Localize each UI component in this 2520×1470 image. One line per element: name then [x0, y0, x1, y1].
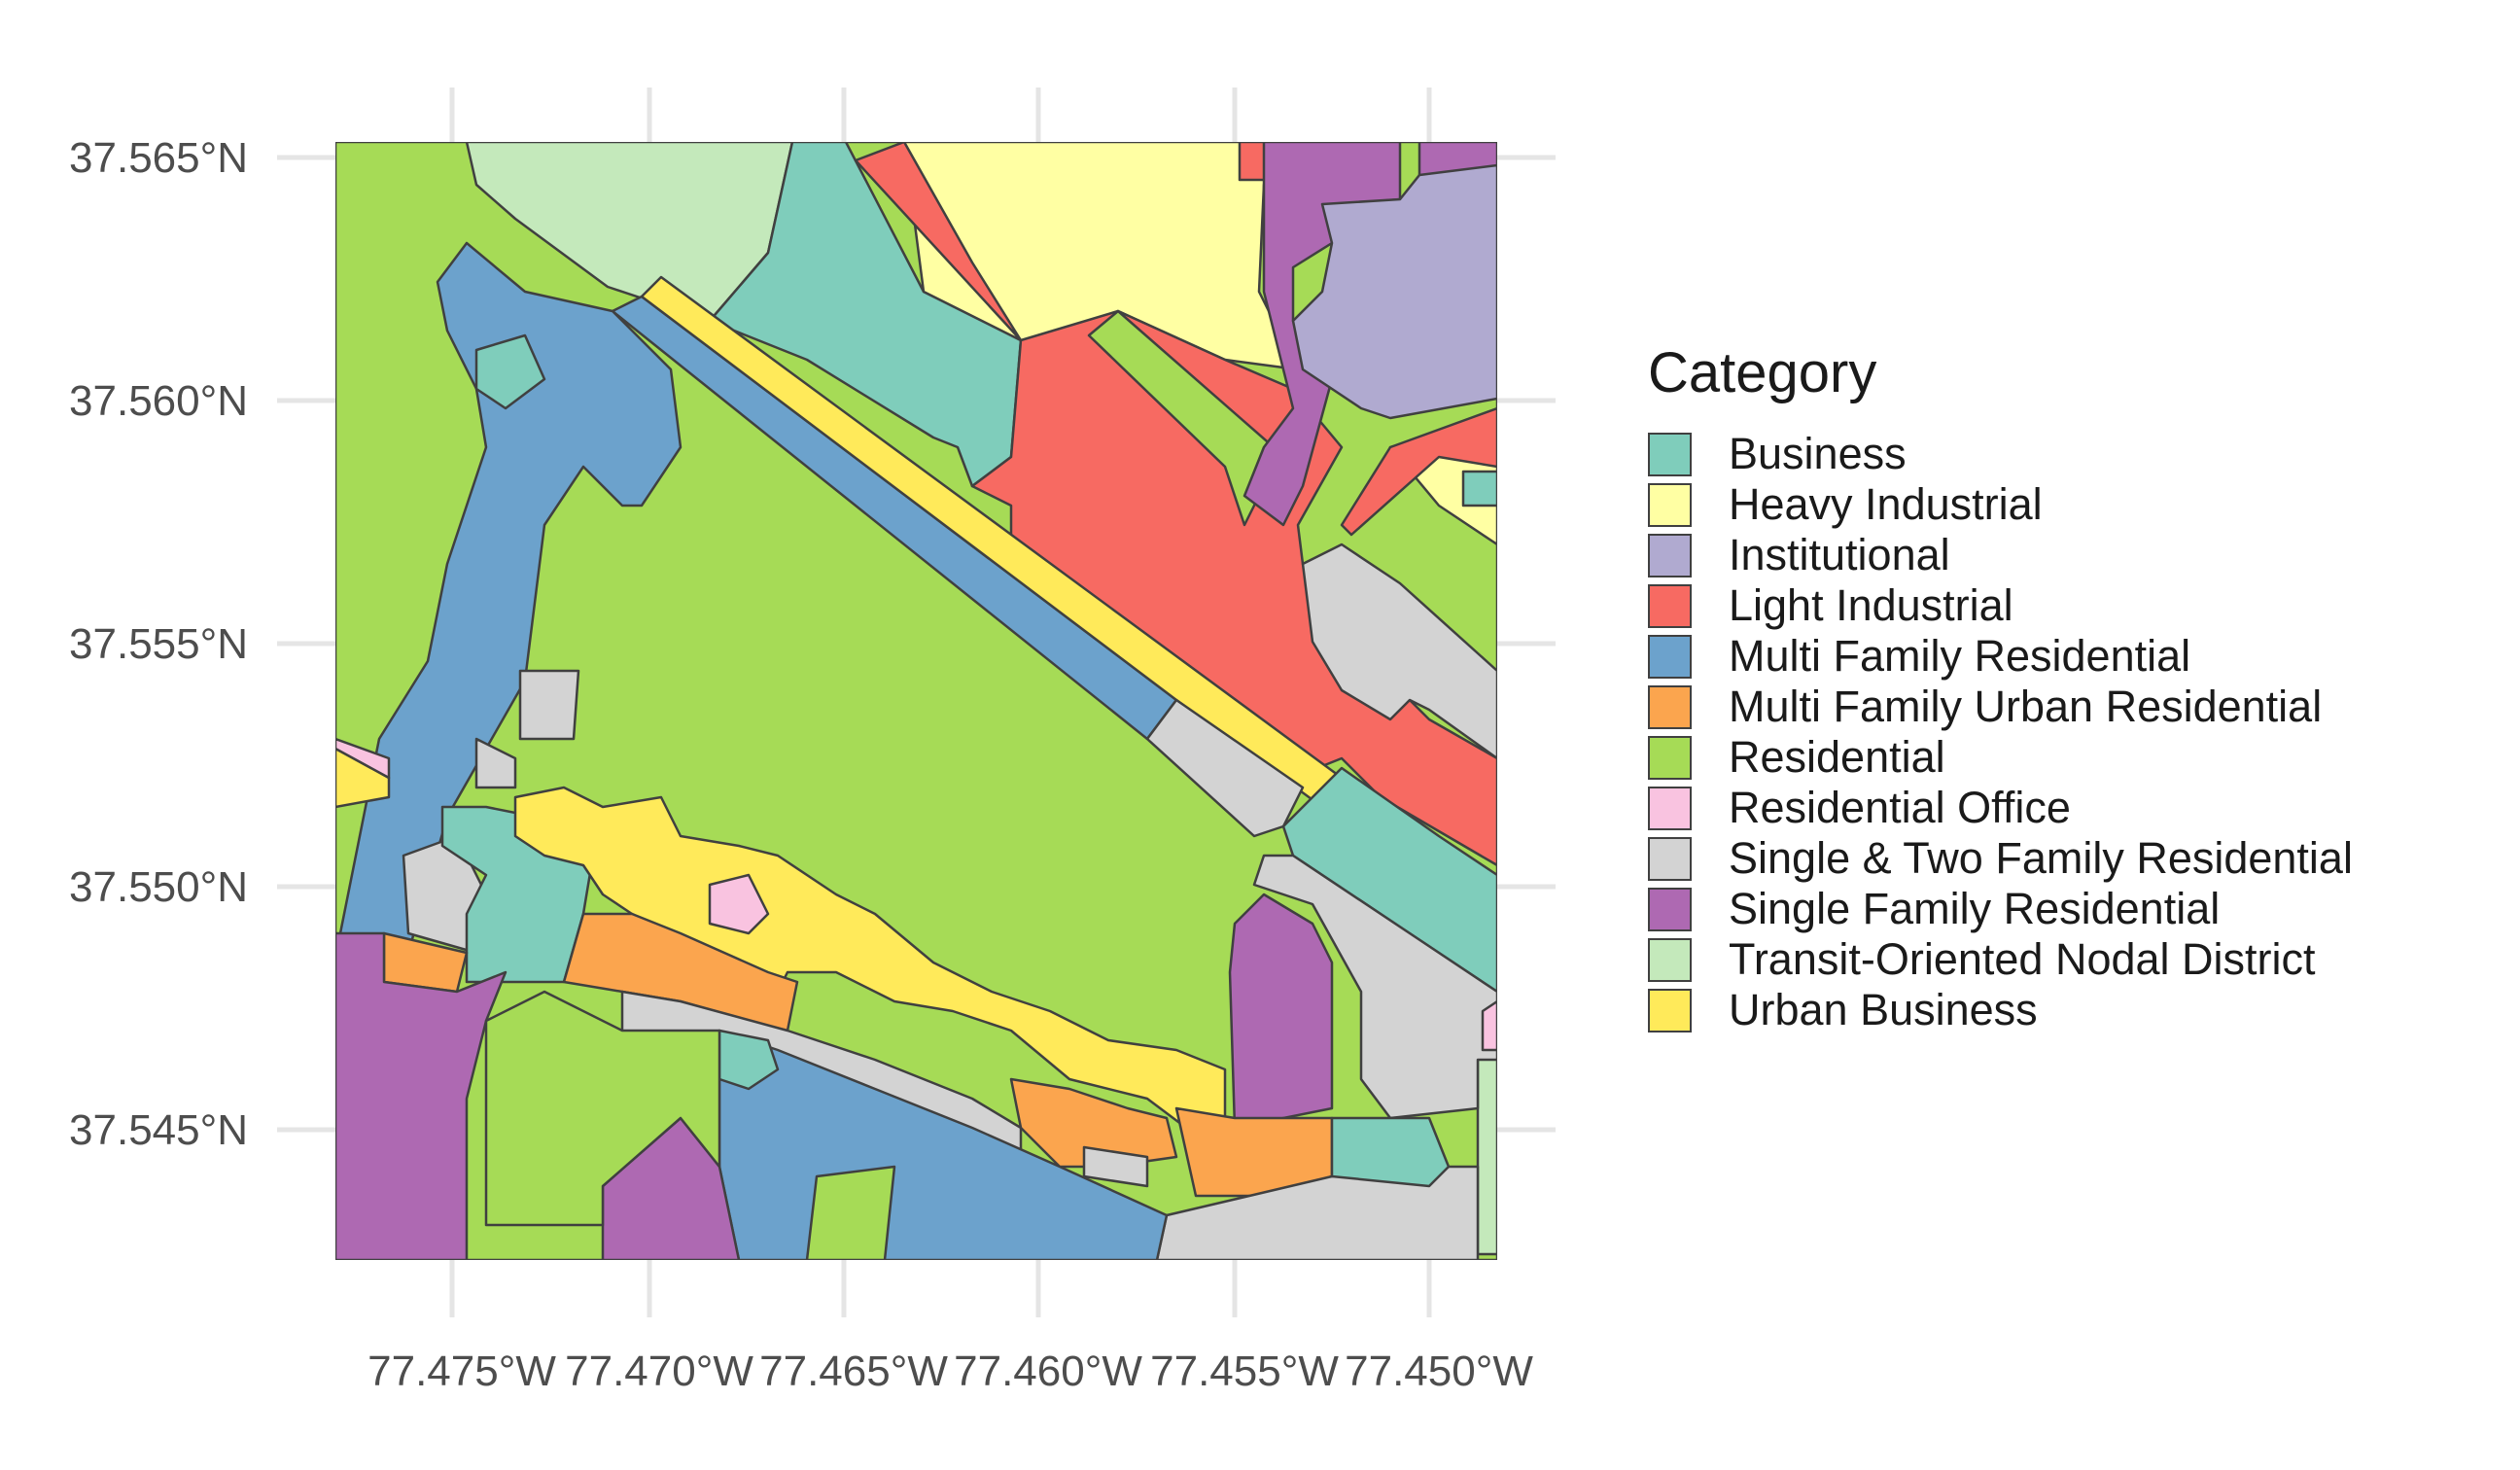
- legend: Category Business Heavy Industrial Insti…: [1648, 345, 2353, 1035]
- legend-item: Heavy Industrial: [1648, 479, 2353, 530]
- legend-item: Multi Family Urban Residential: [1648, 682, 2353, 732]
- x-tick-label: 77.450°W: [1345, 1348, 1533, 1395]
- parcel-light-industrial-strip: [1340, 406, 1497, 537]
- legend-swatch: [1648, 533, 1692, 578]
- parcel-residential-pocket: [1087, 309, 1276, 527]
- parcel-residential-south-small: [805, 1165, 896, 1260]
- y-tick-label: 37.550°N: [69, 863, 248, 911]
- legend-label: Multi Family Urban Residential: [1729, 682, 2323, 731]
- parcel-business-north: [708, 142, 1023, 488]
- legend-label: Urban Business: [1729, 985, 2038, 1034]
- legend-swatch: [1648, 432, 1692, 476]
- legend-label: Residential Office: [1729, 783, 2071, 832]
- legend-item: Residential: [1648, 732, 2353, 783]
- parcel-transit-district-east: [1476, 1048, 1497, 1256]
- legend-item: Single & Two Family Residential: [1648, 833, 2353, 884]
- parcel-single-two-family-se: [1252, 854, 1497, 1120]
- parcel-business-east-small: [1461, 470, 1497, 508]
- legend-label: Institutional: [1729, 530, 1950, 579]
- legend-items: Business Heavy Industrial Institutional …: [1648, 429, 2353, 1035]
- legend-item: Multi Family Residential: [1648, 631, 2353, 682]
- x-tick-label: 77.455°W: [1150, 1348, 1339, 1395]
- y-tick-label: 37.545°N: [69, 1106, 248, 1154]
- parcel-residential-sw-block: [484, 990, 721, 1227]
- parcel-single-two-family-centre: [1145, 698, 1305, 838]
- legend-swatch: [1648, 583, 1692, 628]
- legend-swatch: [1648, 482, 1692, 527]
- legend-swatch: [1648, 836, 1692, 881]
- parcel-single-two-family-east: [1301, 542, 1497, 760]
- legend-title: Category: [1648, 341, 1877, 404]
- legend-item: Business: [1648, 429, 2353, 479]
- parcel-business-se-small: [1330, 1116, 1451, 1188]
- legend-swatch: [1648, 786, 1692, 830]
- legend-label: Heavy Industrial: [1729, 479, 2043, 529]
- parcels: [335, 142, 1497, 1260]
- y-tick-label: 37.560°N: [69, 377, 248, 425]
- legend-label: Transit-Oriented Nodal District: [1729, 934, 2316, 984]
- legend-swatch: [1648, 634, 1692, 679]
- legend-label: Business: [1729, 429, 1907, 478]
- legend-item: Residential Office: [1648, 783, 2353, 833]
- parcel-mfur-south: [1009, 1077, 1178, 1169]
- parcel-residential-office-west: [335, 737, 391, 780]
- y-tick-label: 37.555°N: [69, 620, 248, 668]
- legend-label: Residential: [1729, 732, 1945, 782]
- x-tick-label: 77.470°W: [565, 1348, 753, 1395]
- parcel-single-two-family-west-2: [518, 669, 580, 741]
- legend-swatch: [1648, 887, 1692, 931]
- legend-item: Institutional: [1648, 530, 2353, 580]
- legend-label: Light Industrial: [1729, 580, 2013, 630]
- y-tick-label: 37.565°N: [69, 134, 248, 182]
- legend-label: Single Family Residential: [1729, 884, 2221, 933]
- parcel-single-two-family-west-3: [474, 737, 517, 789]
- parcel-single-two-family-south-small: [1082, 1145, 1149, 1188]
- legend-item: Single Family Residential: [1648, 884, 2353, 934]
- legend-label: Multi Family Residential: [1729, 631, 2191, 681]
- parcel-single-family-south: [1228, 892, 1334, 1130]
- x-tick-label: 77.465°W: [759, 1348, 948, 1395]
- parcel-institutional: [1291, 163, 1497, 420]
- legend-swatch: [1648, 937, 1692, 982]
- legend-item: Light Industrial: [1648, 580, 2353, 631]
- y-axis-tick-labels: 37.565°N 37.560°N 37.555°N 37.550°N 37.5…: [69, 134, 248, 1154]
- parcel-business-west-small: [474, 333, 546, 410]
- legend-swatch: [1648, 684, 1692, 729]
- parcel-residential-office-east: [1481, 999, 1497, 1052]
- parcel-residential-office: [708, 873, 770, 935]
- parcel-single-family-sw: [335, 931, 508, 1260]
- legend-item: Urban Business: [1648, 985, 2353, 1035]
- legend-swatch: [1648, 735, 1692, 780]
- x-tick-label: 77.460°W: [954, 1348, 1142, 1395]
- legend-label: Single & Two Family Residential: [1729, 833, 2353, 883]
- legend-swatch: [1648, 988, 1692, 1032]
- x-tick-label: 77.475°W: [368, 1348, 556, 1395]
- x-axis-tick-labels: 77.475°W 77.470°W 77.465°W 77.460°W 77.4…: [368, 1348, 1533, 1395]
- legend-item: Transit-Oriented Nodal District: [1648, 934, 2353, 985]
